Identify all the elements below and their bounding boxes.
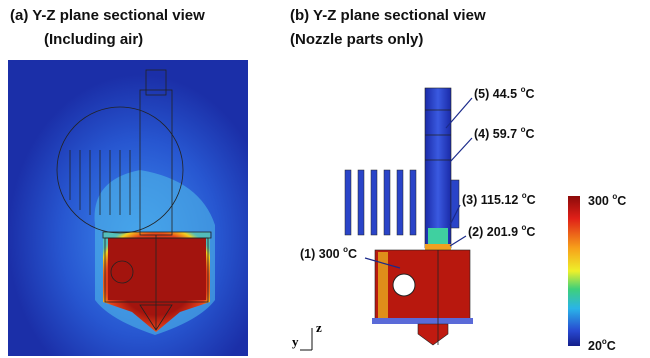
figure: (a) Y-Z plane sectional view (Including … [0, 0, 650, 358]
label-part: (4) 59.7 [474, 127, 521, 141]
panel-b-image [345, 88, 473, 345]
panel-a-image [8, 60, 248, 356]
panel-b-subtitle: (Nozzle parts only) [290, 31, 423, 48]
axis-y: y [292, 334, 299, 349]
label-part: C [527, 193, 536, 207]
colorbar-min: 20oC [588, 337, 616, 353]
label-part: (2) 201.9 [468, 225, 522, 239]
panel-b-title: (b) Y-Z plane sectional view [290, 7, 486, 24]
label-part: C [525, 127, 534, 141]
colorbar [568, 196, 580, 346]
label-part: C [348, 247, 357, 261]
temperature-label: (1) 300 oC [300, 245, 357, 261]
axis-z: z [316, 320, 322, 335]
temperature-label: (4) 59.7 oC [474, 125, 534, 141]
label-part: (5) 44.5 [474, 87, 521, 101]
colorbar-max: 300 oC [588, 192, 626, 208]
label-part: C [526, 225, 535, 239]
label-part: (1) 300 [300, 247, 343, 261]
temperature-label: (2) 201.9 oC [468, 223, 535, 239]
panel-a-subtitle: (Including air) [44, 31, 143, 48]
label-part: C [525, 87, 534, 101]
axis-indicator [300, 328, 312, 350]
temperature-label: (5) 44.5 oC [474, 85, 534, 101]
panel-a-title: (a) Y-Z plane sectional view [10, 7, 205, 24]
label-part: (3) 115.12 [462, 193, 522, 207]
temperature-label: (3) 115.12 oC [462, 191, 536, 207]
